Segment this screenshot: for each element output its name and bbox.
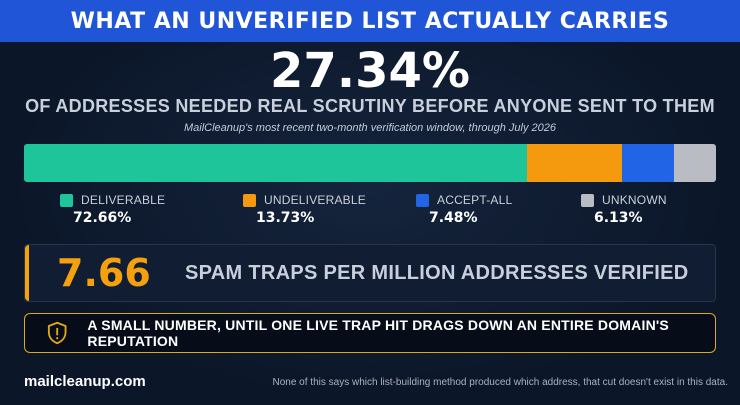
footer-brand: mailcleanup.com: [24, 373, 146, 390]
shield-warning-icon: [47, 321, 67, 345]
legend-label: UNDELIVERABLE: [264, 193, 366, 207]
legend-swatch: [243, 193, 256, 207]
spam-trap-number: 7.66: [57, 251, 151, 295]
legend-item-accept-all: ACCEPT-ALL 7.48%: [416, 193, 576, 226]
hero-headline: OF ADDRESSES NEEDED REAL SCRUTINY BEFORE…: [25, 96, 715, 116]
page-title: WHAT AN UNVERIFIED LIST ACTUALLY CARRIES: [70, 8, 670, 34]
legend-label: UNKNOWN: [602, 193, 667, 207]
legend-percent: 72.66%: [73, 210, 132, 226]
legend-item-undeliverable: UNDELIVERABLE 13.73%: [243, 193, 403, 226]
legend-percent: 6.13%: [594, 210, 643, 226]
callout-accent-stripe: [25, 245, 29, 301]
spam-trap-text: SPAM TRAPS PER MILLION ADDRESSES VERIFIE…: [185, 261, 689, 284]
legend-swatch: [581, 193, 594, 207]
bar-segment-accept-all: [621, 144, 674, 182]
legend-item-deliverable: DELIVERABLE 72.66%: [60, 193, 220, 226]
hero-stat: 27.34%: [270, 43, 470, 99]
legend-percent: 13.73%: [256, 210, 315, 226]
warning-text: A SMALL NUMBER, UNTIL ONE LIVE TRAP HIT …: [87, 317, 669, 349]
legend-percent: 7.48%: [429, 210, 478, 226]
legend-label: DELIVERABLE: [81, 193, 166, 207]
stacked-breakdown-bar: [24, 144, 716, 182]
warning-banner: A SMALL NUMBER, UNTIL ONE LIVE TRAP HIT …: [24, 313, 716, 353]
hero-subline: MailCleanup's most recent two-month veri…: [183, 122, 556, 134]
legend-item-unknown: UNKNOWN 6.13%: [581, 193, 740, 226]
legend-swatch: [416, 193, 429, 207]
spam-trap-callout: 7.66 SPAM TRAPS PER MILLION ADDRESSES VE…: [24, 244, 716, 302]
bar-segment-unknown: [673, 144, 716, 182]
footer-note: None of this says which list-building me…: [272, 377, 729, 388]
legend-label: ACCEPT-ALL: [437, 193, 513, 207]
title-bar: WHAT AN UNVERIFIED LIST ACTUALLY CARRIES: [0, 0, 740, 42]
bar-segment-deliverable: [24, 144, 527, 182]
bar-segment-undeliverable: [526, 144, 622, 182]
legend-swatch: [60, 193, 73, 207]
